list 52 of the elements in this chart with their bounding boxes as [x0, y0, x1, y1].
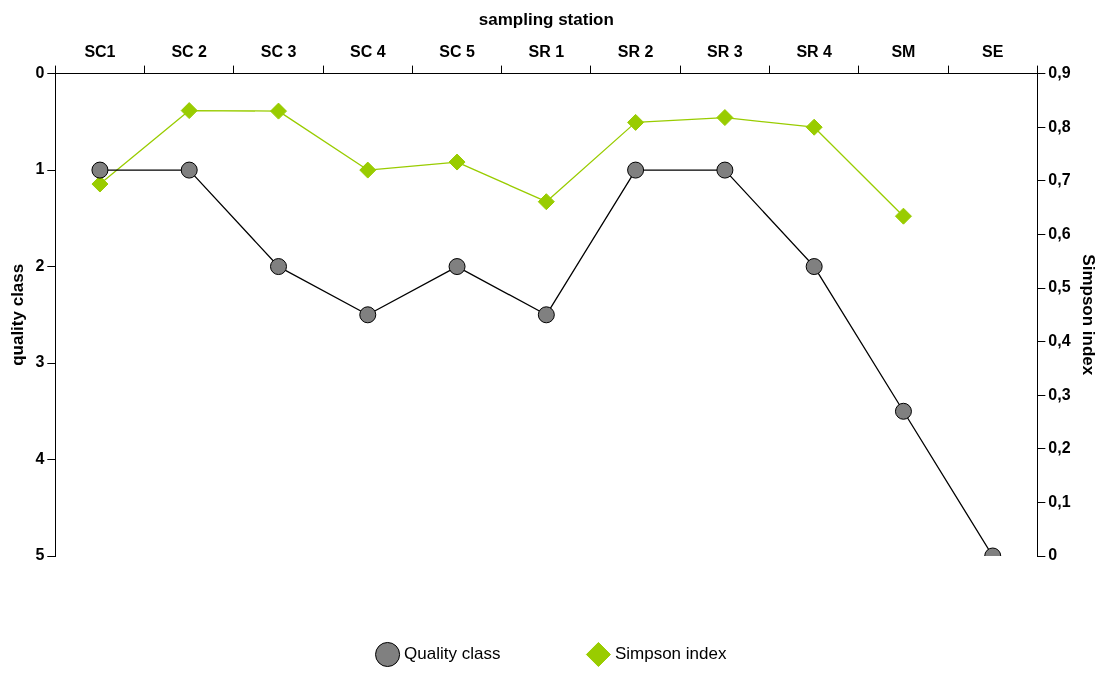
point [805, 258, 823, 276]
y2-tick-label: 0,2 [1048, 439, 1071, 457]
point [627, 113, 645, 131]
x-tick-label: SR 1 [528, 43, 565, 61]
y2-tick-label: 0,7 [1048, 171, 1071, 189]
point [359, 161, 377, 179]
y-tick-label: 2 [35, 256, 45, 274]
point [91, 161, 109, 179]
y2-axis-title: Simpson index [1079, 254, 1099, 376]
point [359, 306, 377, 324]
x-axis-title: sampling station [478, 9, 614, 29]
point [180, 161, 198, 179]
point [269, 102, 287, 120]
y-axis-title: quality class [7, 263, 27, 366]
y-tick-label: 1 [35, 160, 45, 178]
point [627, 161, 645, 179]
x-tick-label: SM [891, 43, 916, 61]
y2-tick-label: 0,6 [1048, 224, 1071, 242]
point [716, 109, 734, 127]
point [448, 258, 466, 276]
point [716, 161, 734, 179]
y-tick-label: 5 [35, 546, 45, 564]
y2-tick-label: 0,8 [1048, 117, 1071, 135]
point [448, 153, 466, 171]
x-tick-label: SR 3 [707, 43, 743, 61]
legend-label: Simpson index [614, 644, 727, 664]
x-tick-label: SC 5 [439, 43, 475, 61]
point [894, 402, 912, 420]
point [269, 258, 287, 276]
point [894, 207, 912, 225]
point [180, 102, 198, 120]
y-tick-label: 0 [35, 64, 45, 82]
x-tick-label: SR 2 [617, 43, 654, 61]
y2-tick-label: 0,4 [1048, 332, 1071, 350]
x-tick-label: SC 2 [171, 43, 208, 61]
x-tick-label: SE [982, 43, 1004, 61]
y2-tick-label: 0,1 [1048, 492, 1071, 510]
y2-tick-label: 0,5 [1048, 278, 1071, 296]
point [91, 175, 109, 193]
y-tick-label: 4 [35, 449, 45, 467]
y2-tick-label: 0,9 [1048, 64, 1071, 82]
x-tick-label: SC 3 [260, 43, 297, 61]
x-tick-label: SC1 [84, 43, 116, 61]
point [537, 193, 555, 211]
point [805, 118, 823, 136]
y-tick-label: 3 [35, 353, 45, 371]
x-tick-label: SR 4 [796, 43, 833, 61]
x-tick-label: SC 4 [349, 43, 386, 61]
y2-tick-label: 0,3 [1048, 385, 1071, 403]
legend-label: Quality class [404, 644, 501, 664]
point [537, 306, 555, 324]
y2-tick-label: 0 [1048, 546, 1058, 564]
